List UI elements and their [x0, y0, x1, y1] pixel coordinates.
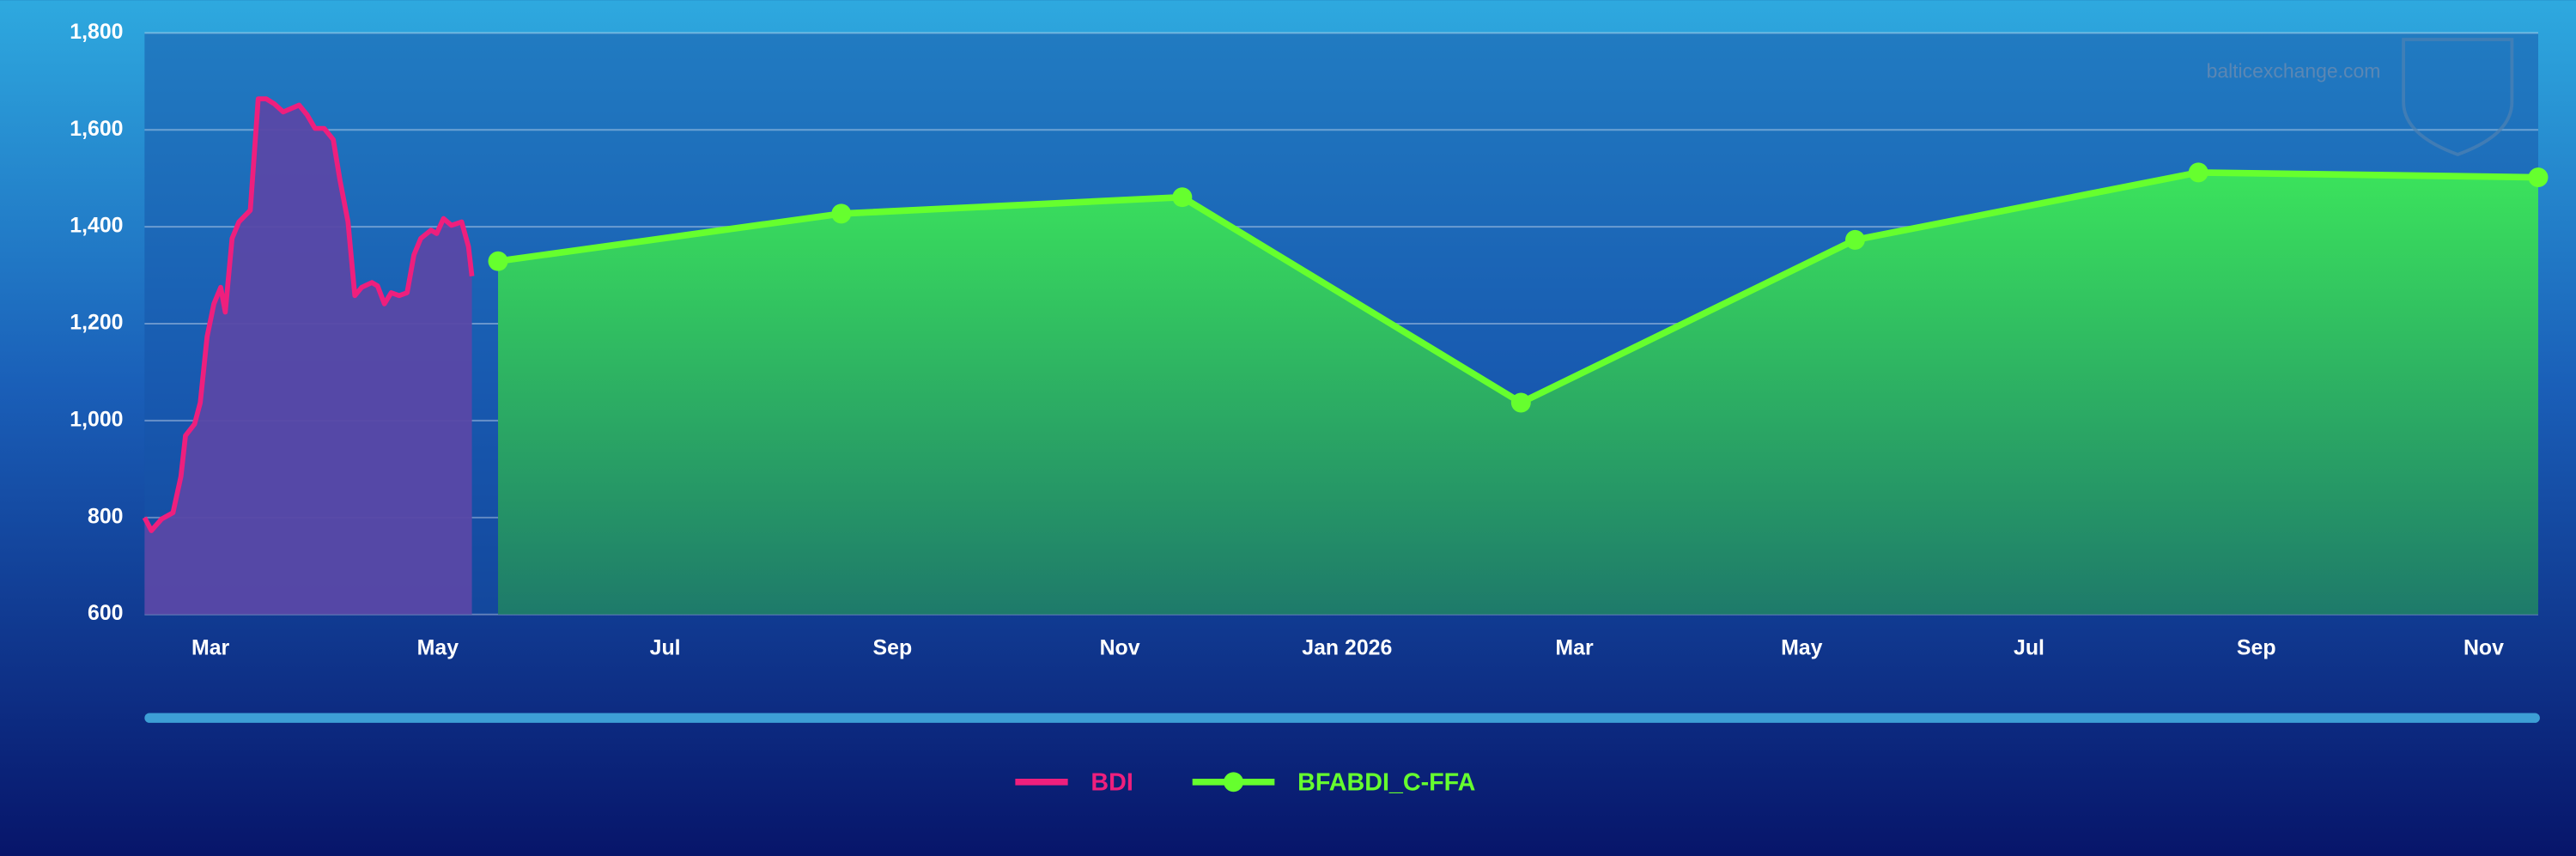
legend-label: BFABDI_C-FFA	[1297, 768, 1475, 796]
legend-marker	[1224, 772, 1244, 792]
y-tick-label: 600	[88, 601, 123, 625]
x-tick-label: May	[1781, 635, 1823, 659]
point-marker	[488, 251, 508, 271]
legend: BDI BFABDI_C-FFA	[1015, 768, 1475, 796]
x-tick-label: Jul	[2014, 635, 2044, 659]
point-marker	[1510, 392, 1531, 413]
point-marker	[2188, 162, 2208, 183]
plot	[142, 96, 2549, 615]
logo	[2402, 38, 2514, 156]
x-tick-label: Mar	[1555, 635, 1594, 659]
x-tick-label: Sep	[873, 635, 913, 659]
x-tick-label: Jan 2026	[1302, 635, 1392, 659]
series-line	[142, 96, 475, 533]
x-tick-label: Nov	[2464, 635, 2504, 659]
y-tick-label: 1,200	[70, 311, 123, 335]
legend-label: BDI	[1091, 768, 1133, 796]
legend-item[interactable]: BDI	[1015, 768, 1133, 796]
y-tick-label: 1,600	[70, 117, 123, 141]
area-fill	[144, 99, 472, 615]
y-tick-label: 800	[88, 504, 123, 528]
point-marker	[831, 203, 852, 224]
y-tick-label: 1,400	[70, 214, 123, 238]
point-marker	[1844, 229, 1865, 250]
x-tick-label: Jul	[650, 635, 681, 659]
area-fill	[498, 172, 2538, 615]
x-tick-label: Nov	[1100, 635, 1140, 659]
x-tick-label: May	[417, 635, 459, 659]
watermark: balticexchange.com	[2207, 59, 2381, 82]
point-marker	[1172, 187, 1193, 208]
y-tick-label: 1,000	[70, 407, 123, 431]
scrollbar[interactable]	[144, 713, 2540, 723]
x-tick-label: Mar	[191, 635, 230, 659]
point-marker	[2528, 167, 2549, 188]
legend-item[interactable]: BFABDI_C-FFA	[1192, 768, 1476, 796]
x-tick-label: Sep	[2237, 635, 2276, 659]
y-tick-label: 1,800	[70, 20, 123, 44]
